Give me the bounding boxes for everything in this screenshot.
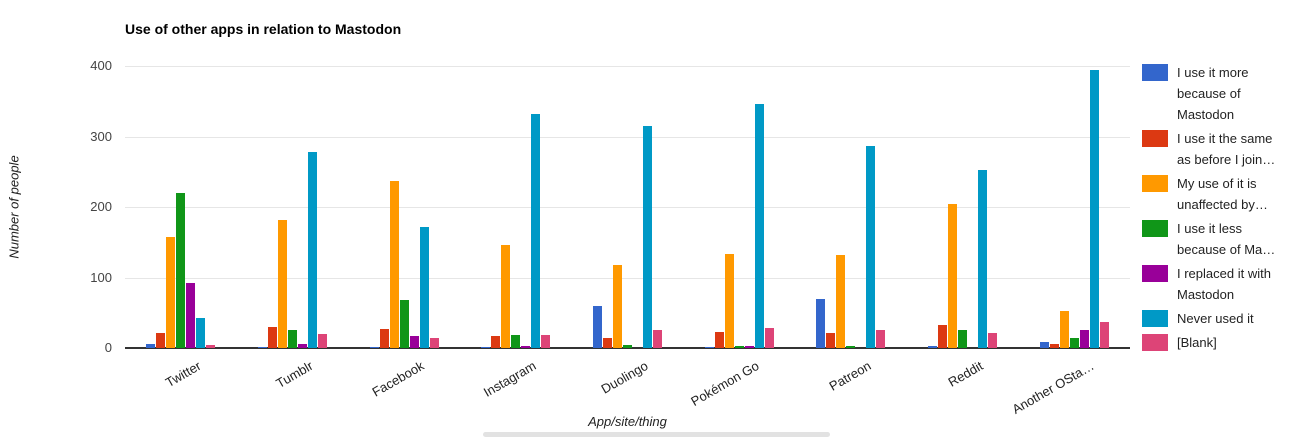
bar-Instagram-I use it the same as before I join…[interactable] [491, 336, 501, 348]
bar-Tumblr-I use it less because of Ma…[interactable] [288, 330, 297, 348]
legend-label: I use it more because of Mastodon [1177, 65, 1249, 122]
legend-item: I use it less because of Ma… [1142, 218, 1302, 260]
x-axis-title: App/site/thing [588, 414, 667, 429]
bar-Reddit-I use it more because of Mastodon[interactable] [928, 346, 937, 348]
bar-Instagram-[Blank][interactable] [541, 335, 551, 348]
bar-Reddit-I use it less because of Ma…[interactable] [958, 330, 967, 348]
legend-label: I replaced it with Mastodon [1177, 266, 1271, 302]
bar-Facebook-I use it less because of Ma…[interactable] [399, 300, 409, 348]
bar-Instagram-Never used it[interactable] [531, 114, 541, 348]
legend-swatch-icon [1142, 310, 1168, 327]
bar-Instagram-I use it more because of Mastodon[interactable] [481, 347, 491, 348]
bar-Facebook-[Blank][interactable] [429, 338, 439, 348]
bar-Tumblr-Never used it[interactable] [308, 152, 317, 348]
bar-Pokémon Go-I replaced it with Mastodon[interactable] [744, 346, 754, 348]
bar-Another OSta…-Never used it[interactable] [1089, 70, 1099, 348]
legend: I use it more because of Mastodon I use i… [1142, 62, 1302, 356]
legend-swatch-icon [1142, 265, 1168, 282]
bar-Twitter-I use it less because of Ma…[interactable] [176, 193, 186, 348]
legend-item: [Blank] [1142, 332, 1302, 353]
gridline [125, 207, 1130, 208]
bar-Tumblr-I use it the same as before I join…[interactable] [268, 327, 277, 348]
bar-Reddit-[Blank][interactable] [988, 333, 997, 348]
bar-Duolingo-Never used it[interactable] [643, 126, 652, 348]
bar-Patreon-[Blank][interactable] [876, 330, 886, 348]
plot-area [125, 66, 1130, 349]
bar-Reddit-Never used it[interactable] [978, 170, 987, 348]
bar-Duolingo-I use it more because of Mastodon[interactable] [593, 306, 602, 348]
bar-Another OSta…-I replaced it with Mastodon[interactable] [1079, 330, 1089, 348]
bar-Tumblr-[Blank][interactable] [318, 334, 327, 348]
legend-swatch-icon [1142, 64, 1168, 81]
legend-label: Never used it [1177, 311, 1254, 326]
bar-Pokémon Go-I use it less because of Ma…[interactable] [734, 346, 744, 348]
gridline [125, 277, 1130, 279]
bar-Another OSta…-I use it more because of Mastodon[interactable] [1039, 342, 1049, 348]
bar-Pokémon Go-Never used it[interactable] [754, 104, 764, 348]
y-tick-label: 200 [90, 199, 112, 214]
bar-Twitter-I use it the same as before I join…[interactable] [156, 333, 166, 348]
bar-Another OSta…-My use of it is unaffected by…[interactable] [1059, 311, 1069, 348]
legend-item: I use it the same as before I join… [1142, 128, 1302, 170]
bar-Duolingo-I use it the same as before I join…[interactable] [603, 338, 612, 348]
legend-item: Never used it [1142, 308, 1302, 329]
y-tick-label: 100 [90, 269, 112, 285]
x-axis-baseline [125, 347, 1130, 349]
bar-Pokémon Go-I use it the same as before I join…[interactable] [714, 332, 724, 348]
bar-Pokémon Go-[Blank][interactable] [764, 328, 774, 348]
bar-Reddit-My use of it is unaffected by…[interactable] [948, 204, 957, 348]
bar-Reddit-I use it the same as before I join…[interactable] [938, 325, 947, 348]
y-tick-label: 400 [90, 58, 112, 73]
y-tick-label: 0 [104, 340, 112, 355]
bar-Another OSta…-[Blank][interactable] [1099, 322, 1109, 348]
bar-Tumblr-I replaced it with Mastodon[interactable] [298, 344, 307, 348]
bar-Another OSta…-I use it the same as before I join…[interactable] [1049, 344, 1059, 348]
bar-Patreon-Never used it[interactable] [866, 146, 876, 348]
bar-Facebook-I use it the same as before I join…[interactable] [379, 329, 389, 348]
bar-Instagram-My use of it is unaffected by…[interactable] [501, 245, 511, 348]
bar-Tumblr-My use of it is unaffected by…[interactable] [278, 220, 287, 348]
bar-Duolingo-My use of it is unaffected by…[interactable] [613, 265, 622, 348]
legend-item: I use it more because of Mastodon [1142, 62, 1302, 125]
bar-Patreon-I use it more because of Mastodon[interactable] [816, 299, 826, 348]
bar-Twitter-I use it more because of Mastodon[interactable] [146, 344, 156, 348]
bar-Facebook-Never used it[interactable] [419, 227, 429, 348]
bar-Another OSta…-I use it less because of Ma…[interactable] [1069, 338, 1079, 348]
legend-item: I replaced it with Mastodon [1142, 263, 1302, 305]
legend-label: I use it less because of Ma… [1177, 221, 1276, 257]
horizontal-scrollbar-thumb[interactable] [483, 432, 830, 437]
legend-swatch-icon [1142, 220, 1168, 237]
bar-Twitter-I replaced it with Mastodon[interactable] [186, 283, 196, 348]
bar-Facebook-I replaced it with Mastodon[interactable] [409, 336, 419, 348]
x-axis-category-labels: Twitter Tumblr Facebook Instagram Duolingo Po… [125, 356, 1130, 417]
chart-title: Use of other apps in relation to Mastodo… [125, 21, 402, 37]
bar-Twitter-Never used it[interactable] [196, 318, 206, 348]
bar-Twitter-[Blank][interactable] [206, 345, 216, 348]
bar-Instagram-I use it less because of Ma…[interactable] [511, 335, 521, 348]
gridline [125, 66, 1130, 67]
legend-label: My use of it is unaffected by… [1177, 176, 1268, 212]
legend-swatch-icon [1142, 130, 1168, 147]
legend-swatch-icon [1142, 175, 1168, 192]
bar-Duolingo-I use it less because of Ma…[interactable] [623, 345, 632, 348]
y-tick-label: 300 [90, 128, 112, 144]
legend-item: My use of it is unaffected by… [1142, 173, 1302, 215]
bar-Tumblr-I use it more because of Mastodon[interactable] [258, 347, 267, 348]
bar-Duolingo-[Blank][interactable] [653, 330, 662, 348]
bar-Pokémon Go-I use it more because of Mastodon[interactable] [704, 347, 714, 348]
legend-label: I use it the same as before I join… [1177, 131, 1276, 167]
bar-Facebook-My use of it is unaffected by…[interactable] [389, 181, 399, 348]
bar-Patreon-My use of it is unaffected by…[interactable] [836, 255, 846, 348]
bar-Twitter-My use of it is unaffected by…[interactable] [166, 237, 176, 348]
bar-Facebook-I use it more because of Mastodon[interactable] [369, 347, 379, 348]
gridline [125, 136, 1130, 138]
bar-Patreon-I use it less because of Ma…[interactable] [846, 346, 856, 348]
bar-Pokémon Go-My use of it is unaffected by…[interactable] [724, 254, 734, 348]
legend-swatch-icon [1142, 334, 1168, 351]
bar-Patreon-I use it the same as before I join…[interactable] [826, 333, 836, 348]
legend-label: [Blank] [1177, 335, 1217, 350]
bar-Instagram-I replaced it with Mastodon[interactable] [521, 346, 531, 348]
